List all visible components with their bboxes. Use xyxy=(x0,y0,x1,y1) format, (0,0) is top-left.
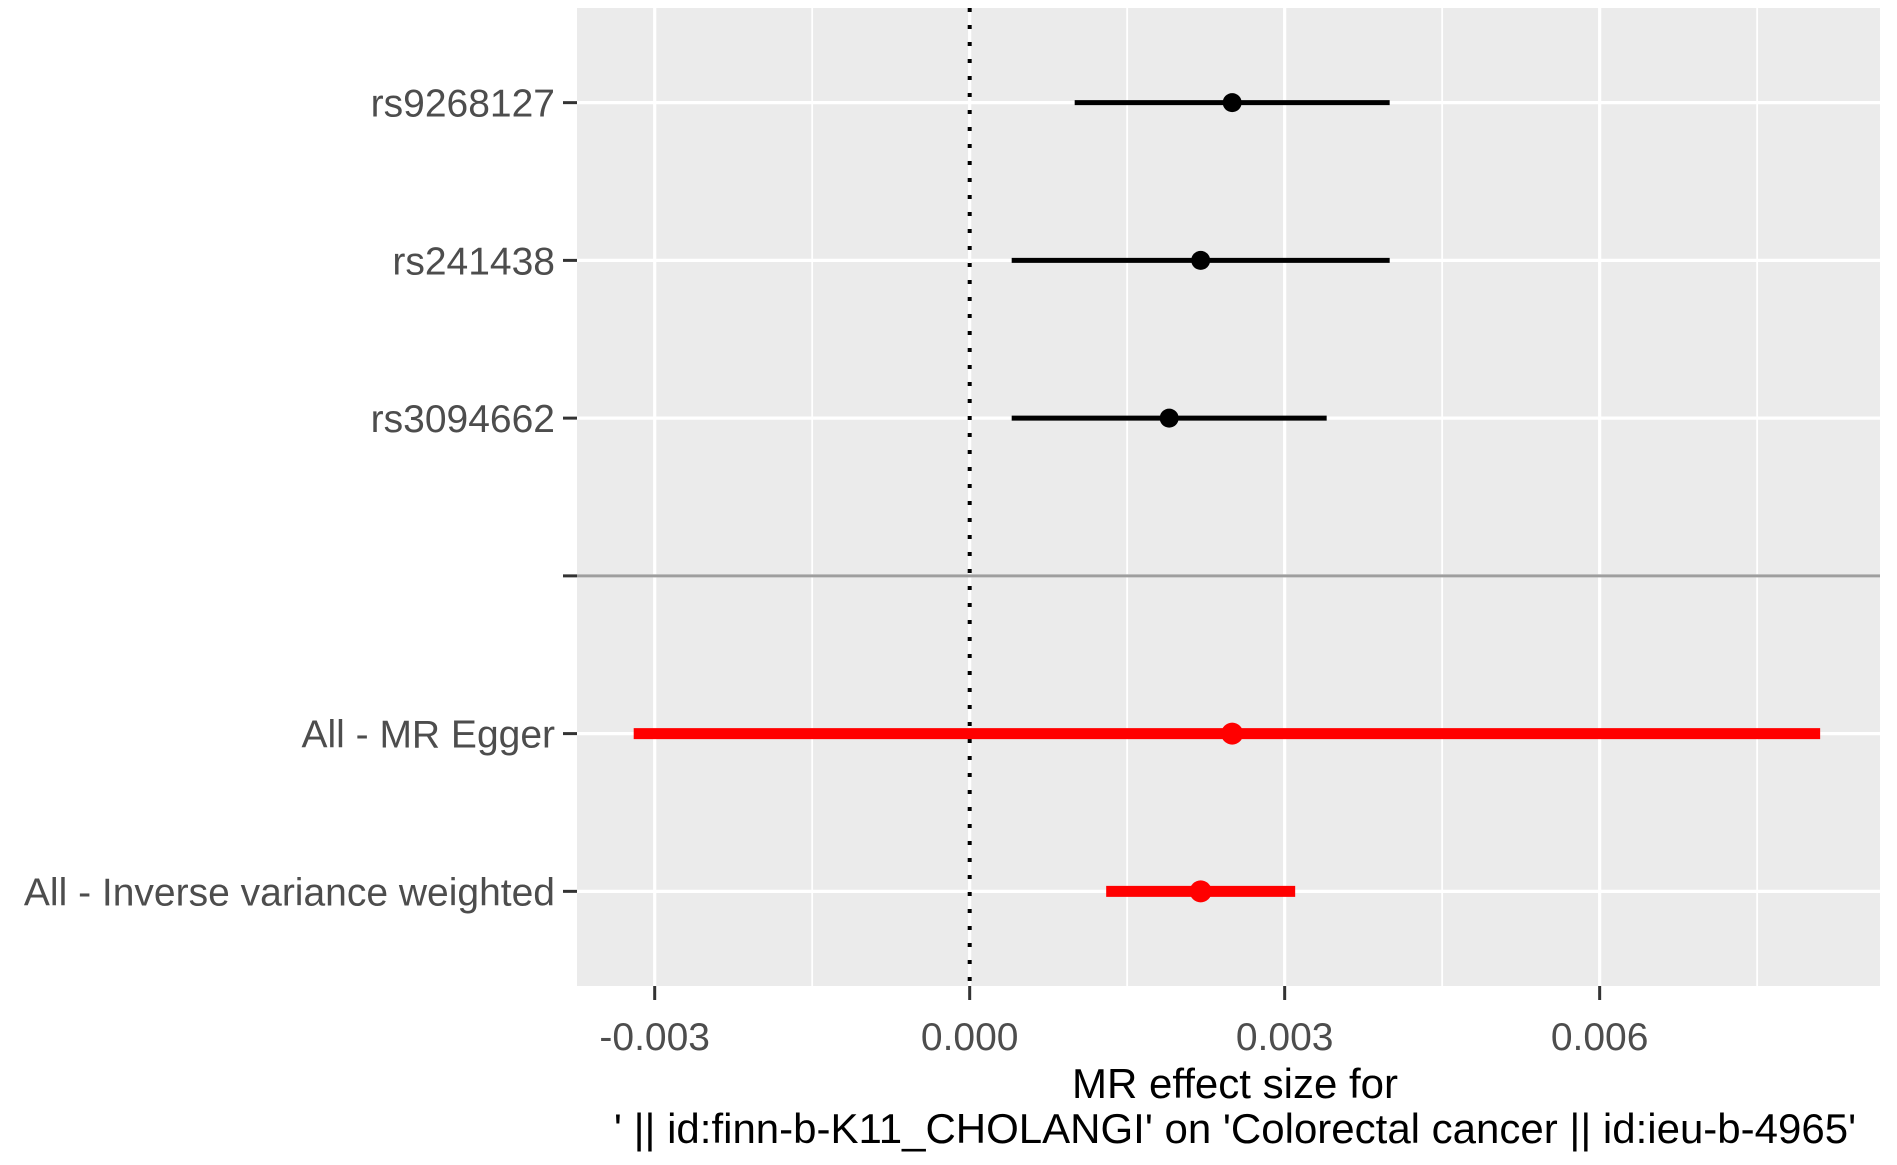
forest-rows-layer xyxy=(633,93,1821,903)
x-axis-tick-label: 0.006 xyxy=(1551,1016,1649,1059)
y-axis-labels: rs9268127 rs241438 rs3094662 All - MR Egger… xyxy=(24,83,555,915)
plot-panel-background xyxy=(577,8,1880,986)
x-axis-tick-label: -0.003 xyxy=(599,1016,710,1059)
y-axis-label: rs9268127 xyxy=(371,83,555,126)
point-estimate-marker xyxy=(1221,722,1244,745)
y-axis-label: All - Inverse variance weighted xyxy=(24,871,555,914)
x-axis-title-line1: MR effect size for xyxy=(1072,1060,1398,1107)
minor-gridlines xyxy=(811,8,1759,986)
x-axis-tick-label: 0.003 xyxy=(1236,1016,1334,1059)
y-axis-label: rs3094662 xyxy=(371,398,555,441)
axis-tick-marks xyxy=(563,101,1602,1000)
y-axis-label: All - MR Egger xyxy=(301,714,555,757)
point-estimate-marker xyxy=(1189,880,1212,903)
point-estimate-marker xyxy=(1191,250,1211,270)
point-estimate-marker xyxy=(1222,93,1242,113)
point-estimate-marker xyxy=(1159,408,1179,428)
y-axis-label: rs241438 xyxy=(392,240,555,283)
x-axis-title-line2: ' || id:finn-b-K11_CHOLANGI' on 'Colorec… xyxy=(614,1105,1856,1152)
x-axis-tick-label: 0.000 xyxy=(921,1016,1019,1059)
x-axis-tick-labels: -0.003 0.000 0.003 0.006 xyxy=(599,1016,1648,1059)
